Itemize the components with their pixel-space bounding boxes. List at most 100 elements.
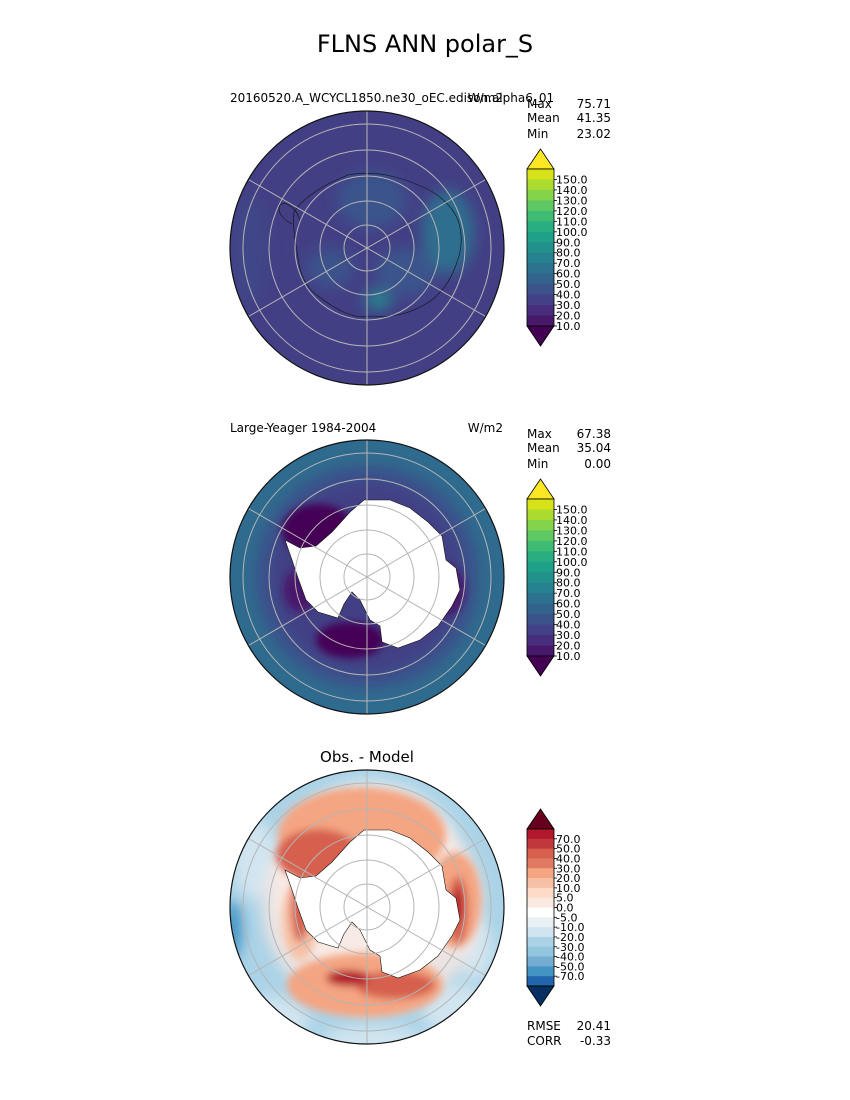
colorbar-tick-label: -50.0 xyxy=(556,960,584,973)
colorbar-tick-label: 40.0 xyxy=(556,852,581,865)
colorbar-tick-label: 90.0 xyxy=(556,566,581,579)
colorbar-band xyxy=(527,284,554,295)
colorbar-band xyxy=(527,273,554,285)
colorbar-band xyxy=(527,252,554,264)
colorbar-band xyxy=(527,858,554,869)
colorbar-tick-label: 10.0 xyxy=(556,882,581,895)
panel-diff-stats: RMSE 20.41 CORR -0.33 xyxy=(527,1019,611,1048)
colorbar-band xyxy=(527,966,554,977)
colorbar-band xyxy=(527,169,554,180)
colorbar-tick-label: 140.0 xyxy=(556,514,588,527)
panel-model-grid xyxy=(242,111,492,385)
colorbar-tick-label: 150.0 xyxy=(556,173,588,186)
colorbar-band xyxy=(527,231,554,243)
colorbar-band xyxy=(527,917,554,928)
stat-value: 0.00 xyxy=(584,457,611,471)
panel-diff-title: Obs. - Model xyxy=(320,748,414,766)
colorbar-tick-label: 60.0 xyxy=(556,268,581,281)
colorbar-tick-label: 20.0 xyxy=(556,640,581,653)
colorbar-tick-label: -20.0 xyxy=(556,931,584,944)
colorbar-band xyxy=(527,582,554,594)
colorbar-tick-label: 20.0 xyxy=(556,872,581,885)
colorbar-band xyxy=(527,210,554,222)
colorbar-band xyxy=(527,242,554,254)
stat-value: 75.71 xyxy=(577,97,611,111)
colorbar-tick-label: 130.0 xyxy=(556,194,588,207)
colorbar-band xyxy=(527,897,554,908)
colorbar-band xyxy=(527,179,554,191)
figure-title: FLNS ANN polar_S xyxy=(317,30,533,58)
colorbar-band xyxy=(527,593,554,605)
colorbar-band xyxy=(527,519,554,531)
colorbar-tick-label: 120.0 xyxy=(556,205,588,218)
panel-diff: Obs. - Model xyxy=(229,748,611,1048)
colorbar-tick-label: 70.0 xyxy=(556,833,581,846)
colorbar-band xyxy=(527,305,554,316)
panel-obs-left-label: Large-Yeager 1984-2004 xyxy=(230,421,376,435)
colorbar-tick-label: 10.0 xyxy=(556,320,581,333)
colorbar-outline xyxy=(526,498,555,657)
colorbar-tick-label: 110.0 xyxy=(556,215,588,228)
colorbar-band xyxy=(527,315,554,327)
colorbar-tick-label: 100.0 xyxy=(556,556,588,569)
colorbar-band xyxy=(527,189,554,201)
colorbar-band xyxy=(527,936,554,948)
colorbar-band xyxy=(527,561,554,573)
colorbar-tick-label: 70.0 xyxy=(556,257,581,270)
colorbar-tick-label: 80.0 xyxy=(556,247,581,260)
colorbar-tick-label: 40.0 xyxy=(556,619,581,632)
panel-obs-colorbar: 150.0140.0130.0120.0110.0100.090.080.070… xyxy=(526,478,588,677)
colorbar-band xyxy=(527,603,554,615)
stat-label: RMSE xyxy=(527,1019,561,1033)
colorbar-tick-label: 0.0 xyxy=(556,902,574,915)
colorbar-tick-label: 20.0 xyxy=(556,310,581,323)
colorbar-band xyxy=(527,829,554,840)
stat-label: Max xyxy=(527,97,552,111)
colorbar-band xyxy=(527,956,554,967)
panel-obs-stats: Max 67.38 Mean 35.04 Min 0.00 xyxy=(527,427,611,471)
colorbar-band xyxy=(527,907,554,918)
panel-diff-colorbar: 70.050.040.030.020.010.05.00.0-5.0-10.0-… xyxy=(526,808,584,1007)
colorbar-outline xyxy=(526,168,555,327)
colorbar-tick-label: -70.0 xyxy=(556,970,584,983)
panel-diff-boundary xyxy=(229,769,505,1045)
colorbar-extend-min xyxy=(526,325,555,347)
colorbar-tick-label: -10.0 xyxy=(556,921,584,934)
colorbar-band xyxy=(527,838,554,850)
colorbar-tick-label: 50.0 xyxy=(556,278,581,291)
colorbar-tick-label: 140.0 xyxy=(556,184,588,197)
panel-model-stats: Max 75.71 Mean 41.35 Min 23.02 xyxy=(527,97,611,141)
colorbar-band xyxy=(527,976,554,987)
colorbar-band xyxy=(527,221,554,233)
panel-obs: Large-Yeager 1984-2004 W/m2 xyxy=(229,421,611,715)
colorbar-band xyxy=(527,509,554,521)
colorbar-band xyxy=(527,614,554,625)
colorbar-extend-max xyxy=(526,148,555,170)
colorbar-band xyxy=(527,294,554,306)
colorbar-tick-label: -30.0 xyxy=(556,941,584,954)
colorbar-band xyxy=(527,263,554,275)
colorbar-tick-label: 30.0 xyxy=(556,862,581,875)
colorbar-band xyxy=(527,645,554,657)
colorbar-extend-max xyxy=(526,478,555,500)
colorbar-band xyxy=(527,887,554,899)
colorbar-band xyxy=(527,624,554,636)
colorbar-tick-label: 80.0 xyxy=(556,577,581,590)
colorbar-band xyxy=(527,848,554,859)
colorbar-tick-label: -5.0 xyxy=(556,911,577,924)
colorbar-tick-label: 60.0 xyxy=(556,598,581,611)
colorbar-band xyxy=(527,878,554,889)
colorbar-extend-max xyxy=(526,808,555,830)
panel-diff-grid xyxy=(242,770,492,1044)
colorbar-tick-label: 130.0 xyxy=(556,524,588,537)
stat-label: Min xyxy=(527,127,548,141)
colorbar-tick-label: 50.0 xyxy=(556,608,581,621)
colorbar-extend-min xyxy=(526,985,555,1007)
stat-value: 20.41 xyxy=(577,1019,611,1033)
stat-value: 23.02 xyxy=(577,127,611,141)
colorbar-band xyxy=(527,927,554,938)
stat-value: -0.33 xyxy=(580,1034,611,1048)
colorbar-extend-min xyxy=(526,655,555,677)
stat-value: 41.35 xyxy=(577,111,611,125)
colorbar-tick-label: 30.0 xyxy=(556,299,581,312)
